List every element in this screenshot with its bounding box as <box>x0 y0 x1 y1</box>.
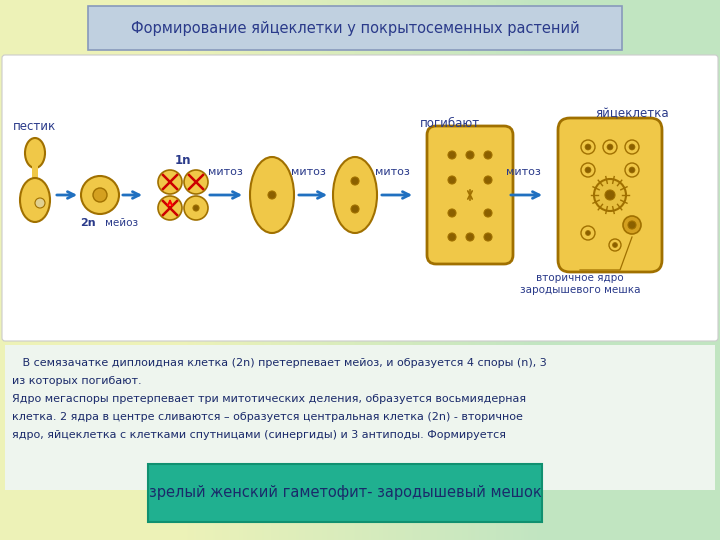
Text: В семязачатке диплоидная клетка (2n) претерпевает мейоз, и образуется 4 споры (n: В семязачатке диплоидная клетка (2n) пре… <box>12 358 546 368</box>
Circle shape <box>605 190 615 200</box>
Text: яйцеклетка: яйцеклетка <box>595 107 669 120</box>
Circle shape <box>268 191 276 199</box>
Circle shape <box>81 176 119 214</box>
Circle shape <box>607 144 613 150</box>
Circle shape <box>581 140 595 154</box>
Text: Формирование яйцеклетки у покрытосеменных растений: Формирование яйцеклетки у покрытосеменны… <box>130 21 580 36</box>
Text: клетка. 2 ядра в центре сливаются – образуется центральная клетка (2n) - вторичн: клетка. 2 ядра в центре сливаются – обра… <box>12 412 523 422</box>
Text: митоз: митоз <box>291 167 325 177</box>
FancyBboxPatch shape <box>2 55 718 341</box>
Circle shape <box>609 239 621 251</box>
Text: зрелый женский гаметофит- зародышевый мешок: зрелый женский гаметофит- зародышевый ме… <box>148 485 541 501</box>
FancyBboxPatch shape <box>427 126 513 264</box>
Circle shape <box>581 226 595 240</box>
FancyBboxPatch shape <box>88 6 622 50</box>
Circle shape <box>585 167 591 173</box>
Circle shape <box>594 179 626 211</box>
Circle shape <box>35 198 45 208</box>
Circle shape <box>629 167 635 173</box>
Circle shape <box>585 144 591 150</box>
Text: 1n: 1n <box>175 154 192 167</box>
Circle shape <box>625 163 639 177</box>
Text: митоз: митоз <box>505 167 541 177</box>
Circle shape <box>484 176 492 184</box>
FancyBboxPatch shape <box>148 464 542 522</box>
Text: пестик: пестик <box>14 120 57 133</box>
Circle shape <box>585 231 590 235</box>
Text: погибают: погибают <box>420 117 480 130</box>
Bar <box>5 345 715 490</box>
Ellipse shape <box>333 157 377 233</box>
Circle shape <box>448 209 456 217</box>
Text: из которых погибают.: из которых погибают. <box>12 376 142 386</box>
Text: митоз: митоз <box>207 167 243 177</box>
Circle shape <box>93 188 107 202</box>
FancyBboxPatch shape <box>32 165 38 183</box>
Ellipse shape <box>25 138 45 168</box>
Circle shape <box>484 209 492 217</box>
Circle shape <box>184 196 208 220</box>
Ellipse shape <box>250 157 294 233</box>
Text: Ядро мегаспоры претерпевает три митотических деления, образуется восьмиядерная: Ядро мегаспоры претерпевает три митотиче… <box>12 394 526 404</box>
Circle shape <box>623 216 641 234</box>
Circle shape <box>184 170 208 194</box>
FancyBboxPatch shape <box>558 118 662 272</box>
Circle shape <box>613 242 618 247</box>
Text: мейоз: мейоз <box>105 218 138 228</box>
Circle shape <box>603 140 617 154</box>
Text: митоз: митоз <box>374 167 410 177</box>
Circle shape <box>351 177 359 185</box>
Circle shape <box>448 176 456 184</box>
Text: 2n: 2n <box>80 218 96 228</box>
Circle shape <box>466 151 474 159</box>
Circle shape <box>484 233 492 241</box>
Circle shape <box>448 151 456 159</box>
Text: ядро, яйцеклетка с клетками спутницами (синергиды) и 3 антиподы. Формируется: ядро, яйцеклетка с клетками спутницами (… <box>12 430 506 440</box>
Circle shape <box>158 170 182 194</box>
Circle shape <box>484 151 492 159</box>
Circle shape <box>629 144 635 150</box>
Ellipse shape <box>20 178 50 222</box>
Circle shape <box>158 196 182 220</box>
Circle shape <box>628 221 636 229</box>
Circle shape <box>193 205 199 211</box>
Circle shape <box>351 205 359 213</box>
Circle shape <box>448 233 456 241</box>
Text: вторичное ядро
зародышевого мешка: вторичное ядро зародышевого мешка <box>520 273 640 295</box>
Circle shape <box>625 140 639 154</box>
Circle shape <box>581 163 595 177</box>
Circle shape <box>466 233 474 241</box>
